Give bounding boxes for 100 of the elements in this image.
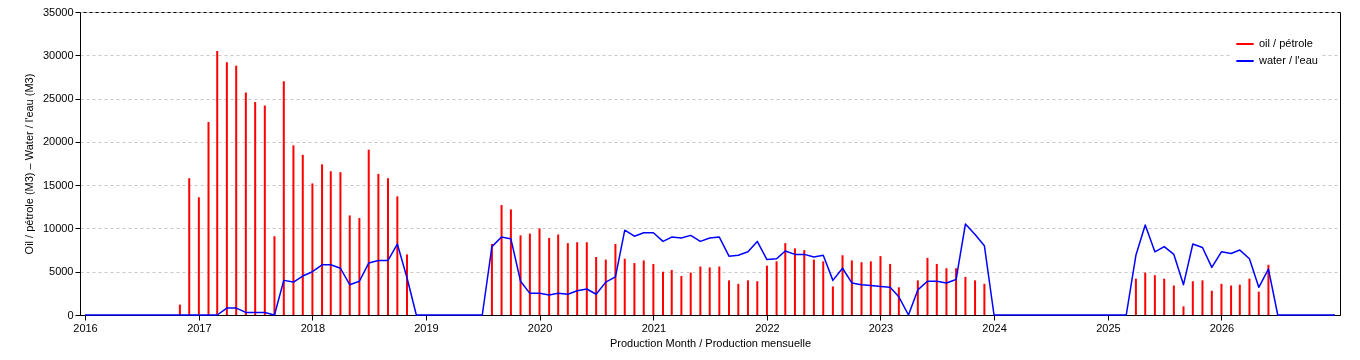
bar [216, 50, 219, 315]
bar [1201, 280, 1204, 315]
bar [784, 243, 787, 315]
bar [235, 65, 238, 315]
bar [538, 228, 541, 315]
x-tick-label: 2016 [73, 321, 98, 334]
bar [642, 260, 645, 315]
bar [775, 261, 778, 315]
legend-label: oil / pétrole [1259, 37, 1313, 49]
x-tick-label: 2026 [1209, 321, 1235, 334]
y-tick-label: 25000 [42, 92, 74, 105]
bar [405, 254, 408, 315]
bar [756, 281, 759, 315]
bar [604, 259, 607, 315]
bar [841, 255, 844, 315]
y-tick-label: 30000 [42, 48, 74, 61]
bar [348, 215, 351, 315]
bar [519, 235, 522, 315]
bar [935, 263, 938, 315]
bar [983, 283, 986, 315]
line-series [84, 223, 1336, 316]
bar [1248, 278, 1251, 315]
bar [718, 266, 721, 315]
bar [662, 271, 665, 315]
x-tick-label: 2022 [755, 321, 780, 334]
bar [377, 173, 380, 315]
bar [254, 102, 257, 315]
bar [860, 262, 863, 315]
bar [311, 183, 314, 315]
bar [1220, 283, 1223, 315]
bar [548, 237, 551, 315]
bar [1191, 281, 1194, 315]
x-tick-label: 2018 [300, 321, 326, 334]
bar [765, 265, 768, 315]
bar [282, 81, 285, 315]
bar [974, 280, 977, 315]
bar [396, 196, 399, 315]
bar [1230, 285, 1233, 315]
y-tick-label: 10000 [42, 221, 74, 234]
bar [207, 121, 210, 315]
x-tick-label: 2020 [527, 321, 553, 334]
bar [945, 268, 948, 315]
bar [793, 248, 796, 315]
bar [623, 258, 626, 315]
y-tick-label: 0 [67, 308, 74, 321]
x-tick-label: 2021 [641, 321, 667, 334]
bar [339, 172, 342, 315]
bar [244, 92, 247, 315]
bar [964, 276, 967, 315]
bar [1144, 272, 1147, 315]
bar [746, 280, 749, 315]
x-tick-label: 2017 [187, 321, 212, 334]
y-tick-label: 20000 [42, 135, 74, 148]
bar [879, 256, 882, 315]
bar [1153, 275, 1156, 315]
bar [358, 218, 361, 315]
bar [1210, 290, 1213, 315]
bar [595, 257, 598, 315]
bar [869, 261, 872, 315]
bar [812, 259, 815, 315]
y-axis-title: Oil / pétrole (M3) – Water / l'eau (M3) [22, 73, 35, 255]
bar [188, 178, 191, 315]
bar [301, 154, 304, 315]
x-axis-title: Production Month / Production mensuelle [609, 336, 812, 349]
bar [1267, 264, 1270, 315]
bar [1182, 306, 1185, 315]
bar [1163, 278, 1166, 315]
bar [737, 283, 740, 315]
y-tick-label: 35000 [42, 5, 74, 18]
bar [727, 280, 730, 315]
bar [585, 242, 588, 315]
bar [321, 164, 324, 315]
bar [831, 286, 834, 315]
bar [528, 233, 531, 315]
bar [803, 250, 806, 315]
bar [197, 197, 200, 315]
x-tick-label: 2019 [414, 321, 439, 334]
bar [329, 171, 332, 315]
bar [263, 105, 266, 315]
bar [680, 276, 683, 315]
bar [926, 257, 929, 315]
bar [566, 243, 569, 315]
bar [1257, 291, 1260, 315]
bar [225, 62, 228, 315]
y-tick-label: 15000 [42, 178, 74, 191]
x-tick-label: 2023 [868, 321, 894, 334]
bar [889, 263, 892, 315]
bar [500, 205, 503, 315]
bar [509, 209, 512, 315]
bar [576, 242, 579, 315]
x-tick-label: 2025 [1096, 321, 1121, 334]
bar [273, 236, 276, 315]
bar [292, 145, 295, 315]
bar [387, 178, 390, 315]
bar [614, 244, 617, 315]
bar [1238, 284, 1241, 315]
bar [557, 234, 560, 315]
bar [367, 149, 370, 315]
bar [1134, 278, 1137, 315]
x-tick-label: 2024 [982, 321, 1007, 334]
